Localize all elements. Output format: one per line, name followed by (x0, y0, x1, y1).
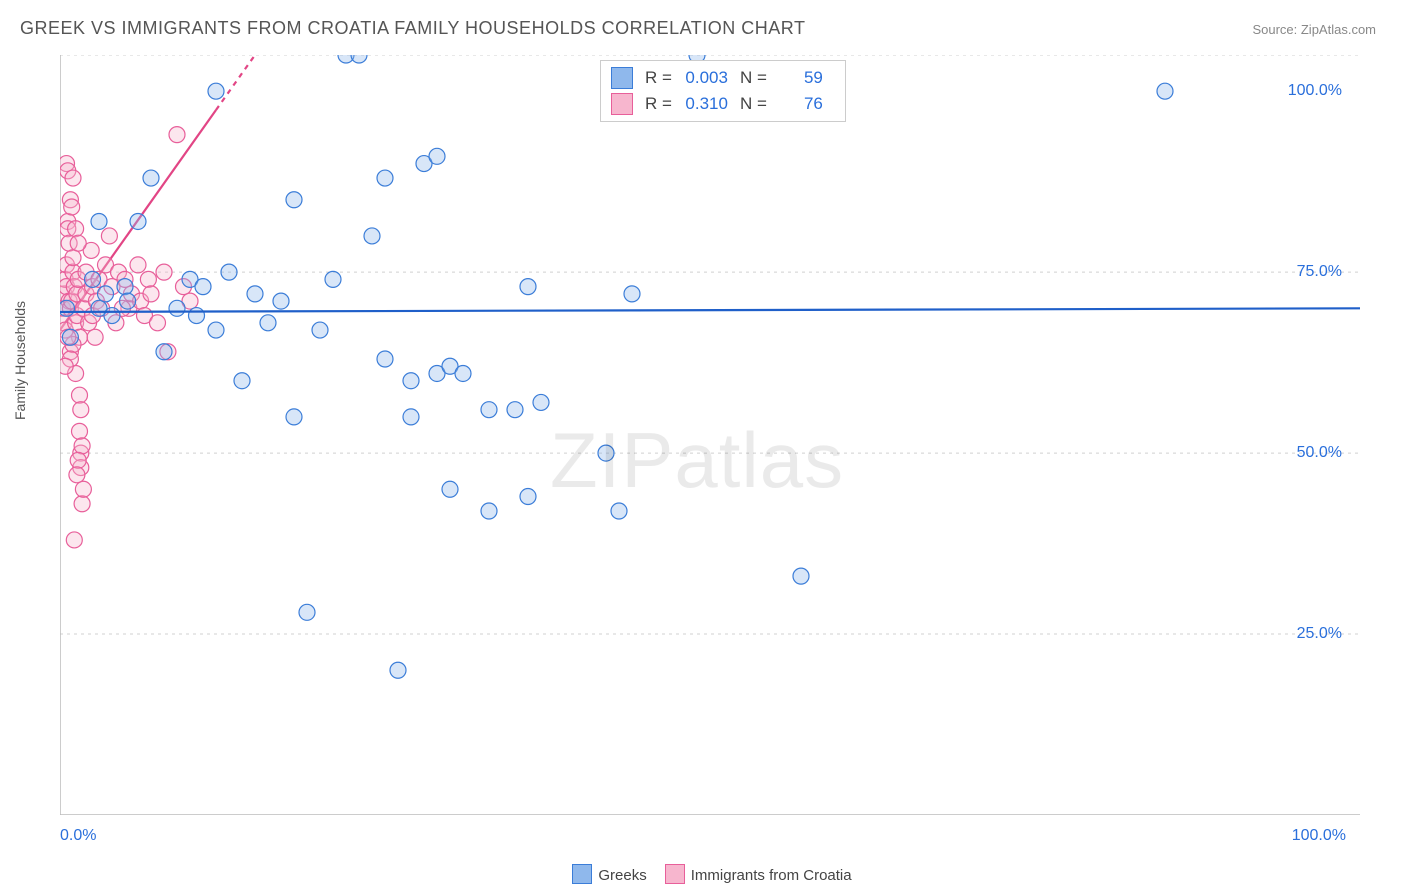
y-tick-50: 50.0% (1297, 444, 1342, 462)
scatter-plot (60, 55, 1360, 815)
y-tick-75: 75.0% (1297, 263, 1342, 281)
stat-legend: R =0.003N =59R =0.310N =76 (600, 60, 846, 122)
chart-area: ZIPatlas R =0.003N =59R =0.310N =76 25.0… (60, 55, 1360, 815)
x-tick-100: 100.0% (1292, 827, 1346, 845)
y-tick-100: 100.0% (1288, 82, 1342, 100)
source-label: Source: ZipAtlas.com (1252, 22, 1376, 37)
y-axis-label: Family Households (12, 301, 28, 420)
y-tick-25: 25.0% (1297, 625, 1342, 643)
x-tick-0: 0.0% (60, 827, 96, 845)
chart-title: GREEK VS IMMIGRANTS FROM CROATIA FAMILY … (20, 18, 805, 39)
bottom-legend: GreeksImmigrants from Croatia (0, 864, 1406, 884)
